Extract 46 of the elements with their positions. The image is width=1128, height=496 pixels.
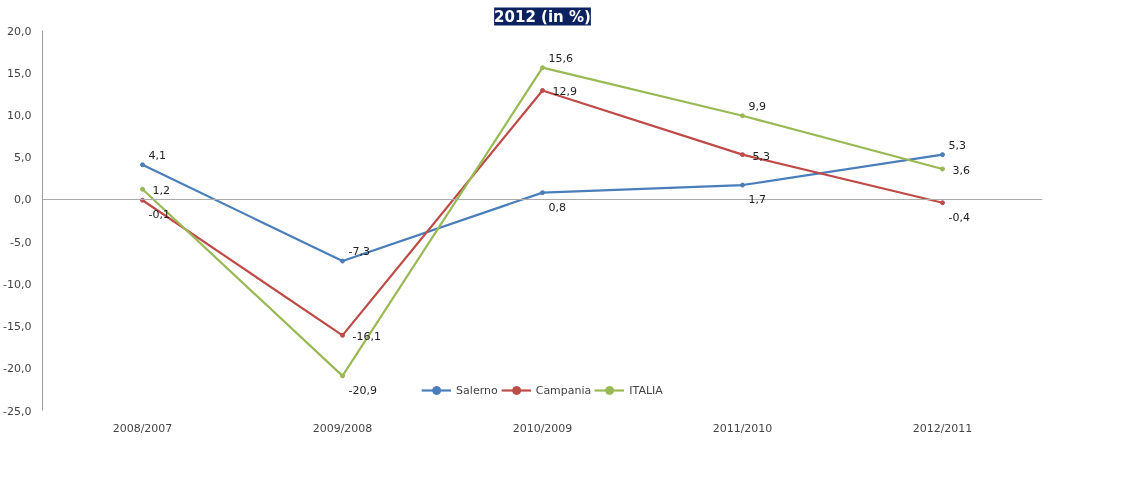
point: [340, 332, 345, 338]
data-label: 0,8: [548, 200, 566, 214]
data-label: -20,9: [348, 383, 377, 397]
legend-label: Salerno: [456, 383, 498, 397]
data-label: 9,9: [748, 99, 766, 113]
y-tick-label: 0,0: [14, 193, 32, 207]
y-tick-label: 15,0: [7, 66, 32, 80]
point: [340, 373, 345, 379]
point: [140, 197, 145, 203]
data-label: 12,9: [552, 85, 577, 99]
y-tick-label: -25,0: [3, 404, 32, 418]
point: [140, 162, 145, 168]
y-tick-label: -15,0: [3, 320, 32, 334]
point: [740, 113, 745, 119]
data-label: 15,6: [548, 51, 573, 65]
y-tick-label: 20,0: [7, 24, 32, 38]
x-tick-label: 2011/2010: [712, 421, 773, 435]
y-tick-label: 10,0: [7, 108, 32, 122]
point: [940, 166, 945, 172]
y-tick-label: -10,0: [3, 277, 32, 291]
y-tick-label: 5,0: [14, 151, 32, 165]
point: [140, 186, 145, 192]
x-tick-label: 2008/2007: [112, 421, 173, 435]
data-label: 4,1: [148, 148, 166, 162]
point: [540, 87, 545, 93]
data-label: -0,4: [948, 210, 970, 224]
data-label: -7,3: [348, 245, 370, 259]
data-label: 5,3: [948, 138, 966, 152]
data-label: 1,2: [152, 184, 170, 198]
y-tick-label: -5,0: [10, 235, 32, 249]
x-tick-label: 2010/2009: [512, 421, 573, 435]
legend-label: Campania: [535, 383, 592, 397]
point: [540, 65, 545, 71]
point: [740, 182, 745, 188]
point: [940, 152, 945, 158]
chart-title: 2012 (in %): [494, 7, 591, 26]
y-tick-label: -20,0: [3, 362, 32, 376]
point: [540, 190, 545, 196]
legend-label: ITALIA: [629, 383, 663, 397]
x-tick-label: 2012/2011: [912, 421, 973, 435]
point: [340, 258, 345, 264]
point: [740, 152, 745, 158]
point: [940, 200, 945, 206]
data-label: 3,6: [952, 163, 970, 177]
data-label: 1,7: [748, 193, 766, 207]
x-tick-label: 2009/2008: [312, 421, 373, 435]
